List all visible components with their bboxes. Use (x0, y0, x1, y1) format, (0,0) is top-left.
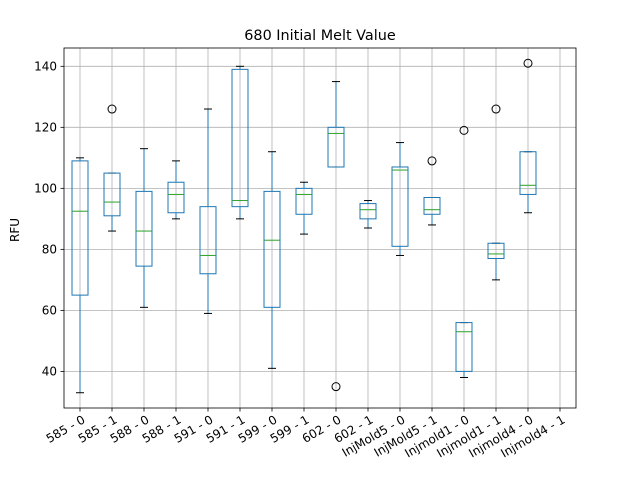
box-4 (167, 160, 185, 220)
chart-title: 680 Initial Melt Value (244, 28, 396, 44)
iqr-box (455, 322, 473, 372)
iqr-box (487, 242, 505, 260)
box-6 (231, 65, 249, 220)
iqr-box (359, 203, 377, 220)
box-8 (295, 181, 313, 235)
y-tick-label: 100 (34, 182, 57, 196)
box-11 (391, 142, 409, 256)
grid-lines (64, 48, 576, 408)
box-3 (135, 148, 153, 308)
iqr-box (391, 166, 409, 247)
y-tick-label: 60 (42, 304, 57, 318)
iqr-box (295, 187, 313, 215)
iqr-box (71, 160, 89, 296)
box-1 (71, 157, 89, 394)
axes-frame (63, 47, 577, 409)
box-series (71, 58, 537, 394)
y-axis-label: RFU (8, 218, 22, 242)
outlier-point (459, 125, 469, 135)
box-9 (327, 81, 345, 392)
iqr-box (327, 126, 345, 168)
iqr-box (263, 190, 281, 308)
box-12 (423, 156, 441, 226)
iqr-box (167, 181, 185, 214)
iqr-box (519, 151, 537, 195)
iqr-box (423, 196, 441, 215)
box-14 (487, 104, 505, 281)
iqr-box (199, 206, 217, 275)
box-15 (519, 58, 537, 214)
outlier-point (491, 104, 501, 114)
iqr-box (103, 172, 121, 217)
y-tick-label: 120 (34, 121, 57, 135)
axes (60, 47, 577, 412)
box-5 (199, 108, 217, 314)
y-tick-label: 140 (34, 60, 57, 74)
outlier-point (523, 58, 533, 68)
iqr-box (231, 68, 249, 208)
y-tick-label: 80 (42, 243, 57, 257)
y-tick-label: 40 (42, 365, 57, 379)
outlier-point (427, 156, 437, 166)
outlier-point (107, 104, 117, 114)
box-2 (103, 104, 121, 232)
box-13 (455, 125, 473, 378)
outlier-point (331, 382, 341, 392)
iqr-box (135, 190, 153, 267)
box-7 (263, 151, 281, 369)
box-10 (359, 200, 377, 229)
